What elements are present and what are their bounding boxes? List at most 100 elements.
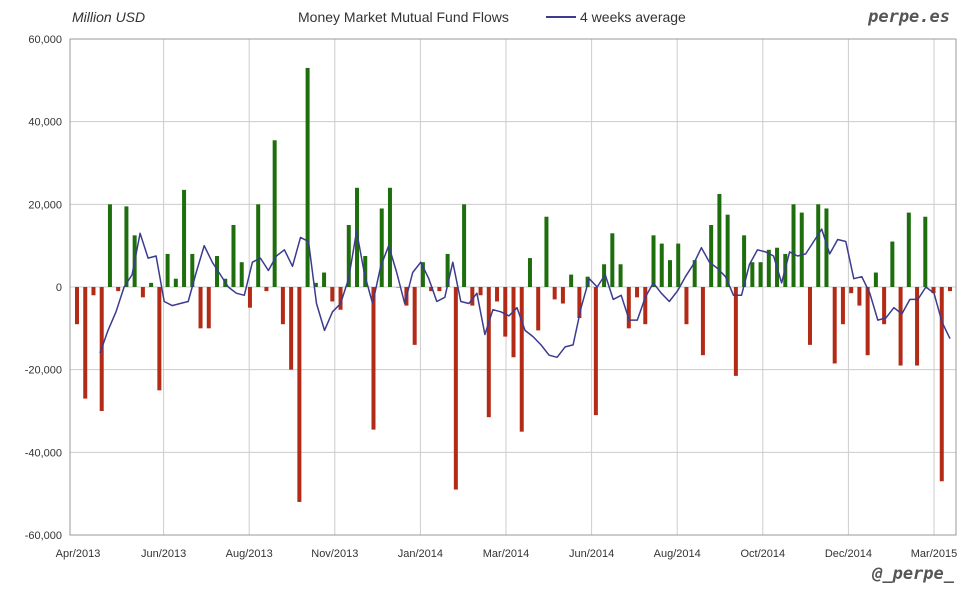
x-tick-label: Mar/2014 xyxy=(483,548,529,560)
y-tick-label: 20,000 xyxy=(28,199,62,211)
flow-bar xyxy=(906,212,911,287)
flow-bar xyxy=(190,253,195,287)
flow-bar xyxy=(717,194,722,287)
flow-bar xyxy=(849,287,854,294)
flow-bar xyxy=(824,208,829,287)
flow-bar xyxy=(552,287,557,300)
flow-bar xyxy=(75,287,79,325)
flow-bar xyxy=(371,287,376,430)
flow-bar xyxy=(750,262,755,287)
flow-bar xyxy=(725,214,730,287)
legend-entry-average: 4 weeks average xyxy=(580,9,686,25)
y-axis-tick-labels: 60,000 40,000 20,000 0 -20,000 -40,000 -60,000 xyxy=(25,34,62,542)
flow-bar xyxy=(116,287,121,292)
flow-bar xyxy=(256,204,261,287)
flow-bar xyxy=(923,216,928,287)
flow-bar xyxy=(429,287,434,292)
flow-bar xyxy=(140,287,145,298)
x-tick-label: Apr/2013 xyxy=(56,548,101,560)
flow-bar xyxy=(544,216,549,287)
flow-bar xyxy=(149,282,154,287)
flow-bar xyxy=(239,262,244,287)
flow-bar xyxy=(766,249,771,287)
y-tick-label: -20,000 xyxy=(25,365,62,377)
flow-bar xyxy=(470,287,475,306)
plot-frame xyxy=(69,38,957,536)
flow-bar xyxy=(387,187,392,287)
flow-bar xyxy=(107,204,112,287)
flow-bar xyxy=(231,225,236,287)
flow-bar xyxy=(816,204,821,287)
x-tick-label: Dec/2014 xyxy=(825,548,872,560)
author-handle: @_perpe_ xyxy=(872,564,954,584)
x-tick-label: Jan/2014 xyxy=(398,548,443,560)
flow-bar xyxy=(198,287,203,329)
flow-bar xyxy=(91,287,96,296)
flow-bar xyxy=(453,287,458,490)
flow-bar xyxy=(569,274,574,287)
chart-legend: 4 weeks average xyxy=(546,9,686,25)
flow-bar xyxy=(651,235,656,287)
flow-bar xyxy=(363,256,368,287)
flow-bar xyxy=(898,287,903,366)
y-tick-label: -40,000 xyxy=(25,447,62,459)
flow-bar xyxy=(206,287,211,329)
flow-bar xyxy=(758,262,763,287)
flow-bar xyxy=(527,258,532,287)
flow-bar xyxy=(173,278,178,287)
legend-line-swatch xyxy=(546,16,576,18)
average-line xyxy=(99,228,951,359)
x-tick-label: Oct/2014 xyxy=(740,548,785,560)
flow-bar xyxy=(437,287,442,292)
flow-bar xyxy=(882,287,887,325)
flow-bar xyxy=(643,287,648,325)
flow-bar xyxy=(157,287,162,391)
flow-bar xyxy=(593,287,598,416)
flow-bar xyxy=(297,287,302,502)
flow-bar xyxy=(890,241,895,287)
x-axis-tick-labels: Apr/2013 Jun/2013 Aug/2013 Nov/2013 Jan/2014… xyxy=(56,548,958,560)
x-tick-label: Jun/2013 xyxy=(141,548,186,560)
flow-bar xyxy=(626,287,631,329)
flow-bar xyxy=(165,253,170,287)
flow-bar xyxy=(462,204,467,287)
flow-bar xyxy=(338,287,343,310)
flow-bar xyxy=(272,140,277,287)
flow-bar xyxy=(519,287,524,432)
flow-bar xyxy=(635,287,640,298)
flow-bar xyxy=(799,212,804,287)
flow-bar xyxy=(832,287,837,364)
flow-bar xyxy=(412,287,417,345)
x-tick-label: Aug/2014 xyxy=(654,548,701,560)
flow-bar xyxy=(280,287,285,325)
flow-bar xyxy=(700,287,705,356)
flow-bar xyxy=(495,287,500,302)
flow-bar xyxy=(659,243,664,287)
y-tick-label: -60,000 xyxy=(25,530,62,542)
flow-bar xyxy=(948,287,952,292)
flow-bar xyxy=(939,287,944,482)
x-tick-label: Mar/2015 xyxy=(911,548,957,560)
flow-bar xyxy=(577,287,582,318)
chart-title: Money Market Mutual Fund Flows xyxy=(298,9,509,25)
flow-bar xyxy=(322,272,327,287)
average-series-line xyxy=(99,228,951,359)
flow-bar xyxy=(379,208,384,287)
flow-bar xyxy=(791,204,796,287)
flow-bar xyxy=(346,225,351,287)
flow-bar xyxy=(503,287,508,337)
flow-bar xyxy=(445,253,450,287)
flow-bar xyxy=(511,287,516,358)
flow-bar xyxy=(684,287,689,325)
flow-bar xyxy=(124,206,129,287)
y-tick-label: 40,000 xyxy=(28,117,62,129)
flow-bar xyxy=(857,287,862,306)
flow-bar xyxy=(420,262,425,287)
y-axis-unit-label: Million USD xyxy=(72,9,146,25)
flow-bar xyxy=(247,287,252,308)
flow-bar xyxy=(807,287,812,345)
flow-bar xyxy=(742,235,747,287)
flow-bar xyxy=(865,287,870,356)
x-tick-label: Nov/2013 xyxy=(311,548,358,560)
flow-bars xyxy=(75,67,952,502)
